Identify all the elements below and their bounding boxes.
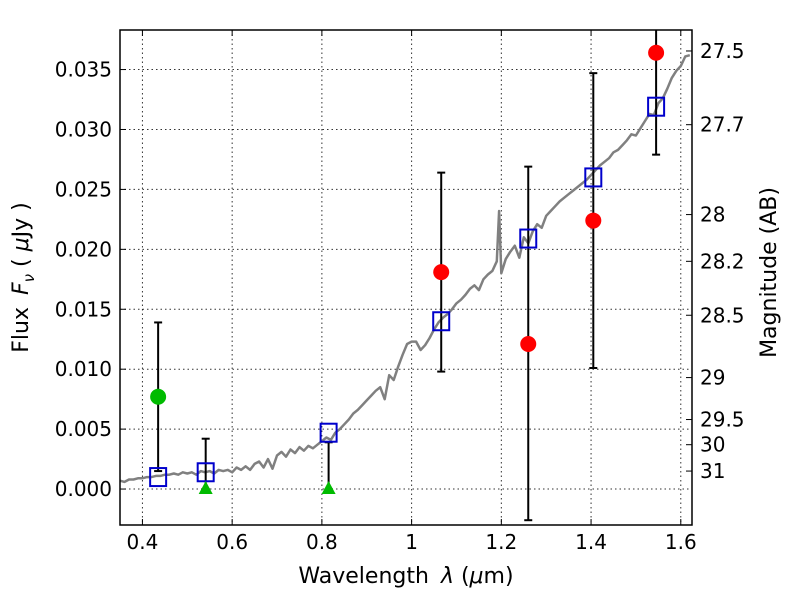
x-tick-label: 1: [405, 530, 418, 554]
detection-circle-marker: [433, 264, 450, 281]
x-tick-label: 1.2: [485, 530, 517, 554]
marker-layer: [149, 44, 666, 495]
y2-tick-label: 31: [700, 459, 725, 483]
measurement-circle-marker: [150, 388, 167, 405]
x-tick-label: 0.8: [306, 530, 338, 554]
template-square-marker: [519, 228, 538, 249]
y-tick-label: 0.035: [55, 58, 112, 82]
template-square-marker: [647, 96, 666, 117]
template-square-marker: [319, 422, 338, 443]
y-tick-label: 0.005: [55, 417, 112, 441]
y-tick-label: 0.020: [55, 237, 112, 261]
y-tick-label: 0.025: [55, 177, 112, 201]
detection-circle-marker: [585, 212, 602, 229]
y-tick-label: 0.000: [55, 477, 112, 501]
axis-ticks: 0.4 0.6 0.8 1 1.2 1.4 1.6 0.000 0.005 0.010 0.015 0…: [55, 30, 745, 554]
y2-tick-label: 28: [700, 203, 725, 227]
grid: [120, 30, 692, 525]
template-square-marker: [432, 311, 451, 332]
y2-tick-label: 27.7: [700, 113, 745, 137]
upper-limit-triangle-marker: [321, 481, 336, 495]
y2-axis-title: Magnitude (AB): [757, 187, 782, 358]
x-tick-label: 0.6: [216, 530, 248, 554]
plot-frame: [119, 29, 693, 526]
x-axis-title: Wavelength λ (μm): [298, 564, 513, 589]
template-square-marker: [149, 467, 168, 488]
y-tick-label: 0.015: [55, 297, 112, 321]
y2-tick-label: 30: [700, 433, 725, 457]
x-tick-label: 1.4: [575, 530, 607, 554]
detection-circle-marker: [648, 44, 665, 61]
template-square-marker: [584, 167, 603, 188]
upper-limit-triangle-marker: [198, 481, 213, 495]
x-tick-label: 1.6: [665, 530, 697, 554]
y2-tick-label: 28.2: [700, 249, 745, 273]
y2-tick-label: 28.5: [700, 303, 745, 327]
y2-tick-label: 27.5: [700, 39, 745, 63]
y2-tick-label: 29: [700, 366, 725, 390]
y2-tick-label: 29.5: [700, 408, 745, 432]
x-tick-label: 0.4: [127, 530, 159, 554]
y-axis-title: FluxFν ( μJy ): [9, 202, 38, 352]
detection-circle-marker: [520, 336, 537, 353]
y-tick-label: 0.010: [55, 357, 112, 381]
y-tick-label: 0.030: [55, 117, 112, 141]
